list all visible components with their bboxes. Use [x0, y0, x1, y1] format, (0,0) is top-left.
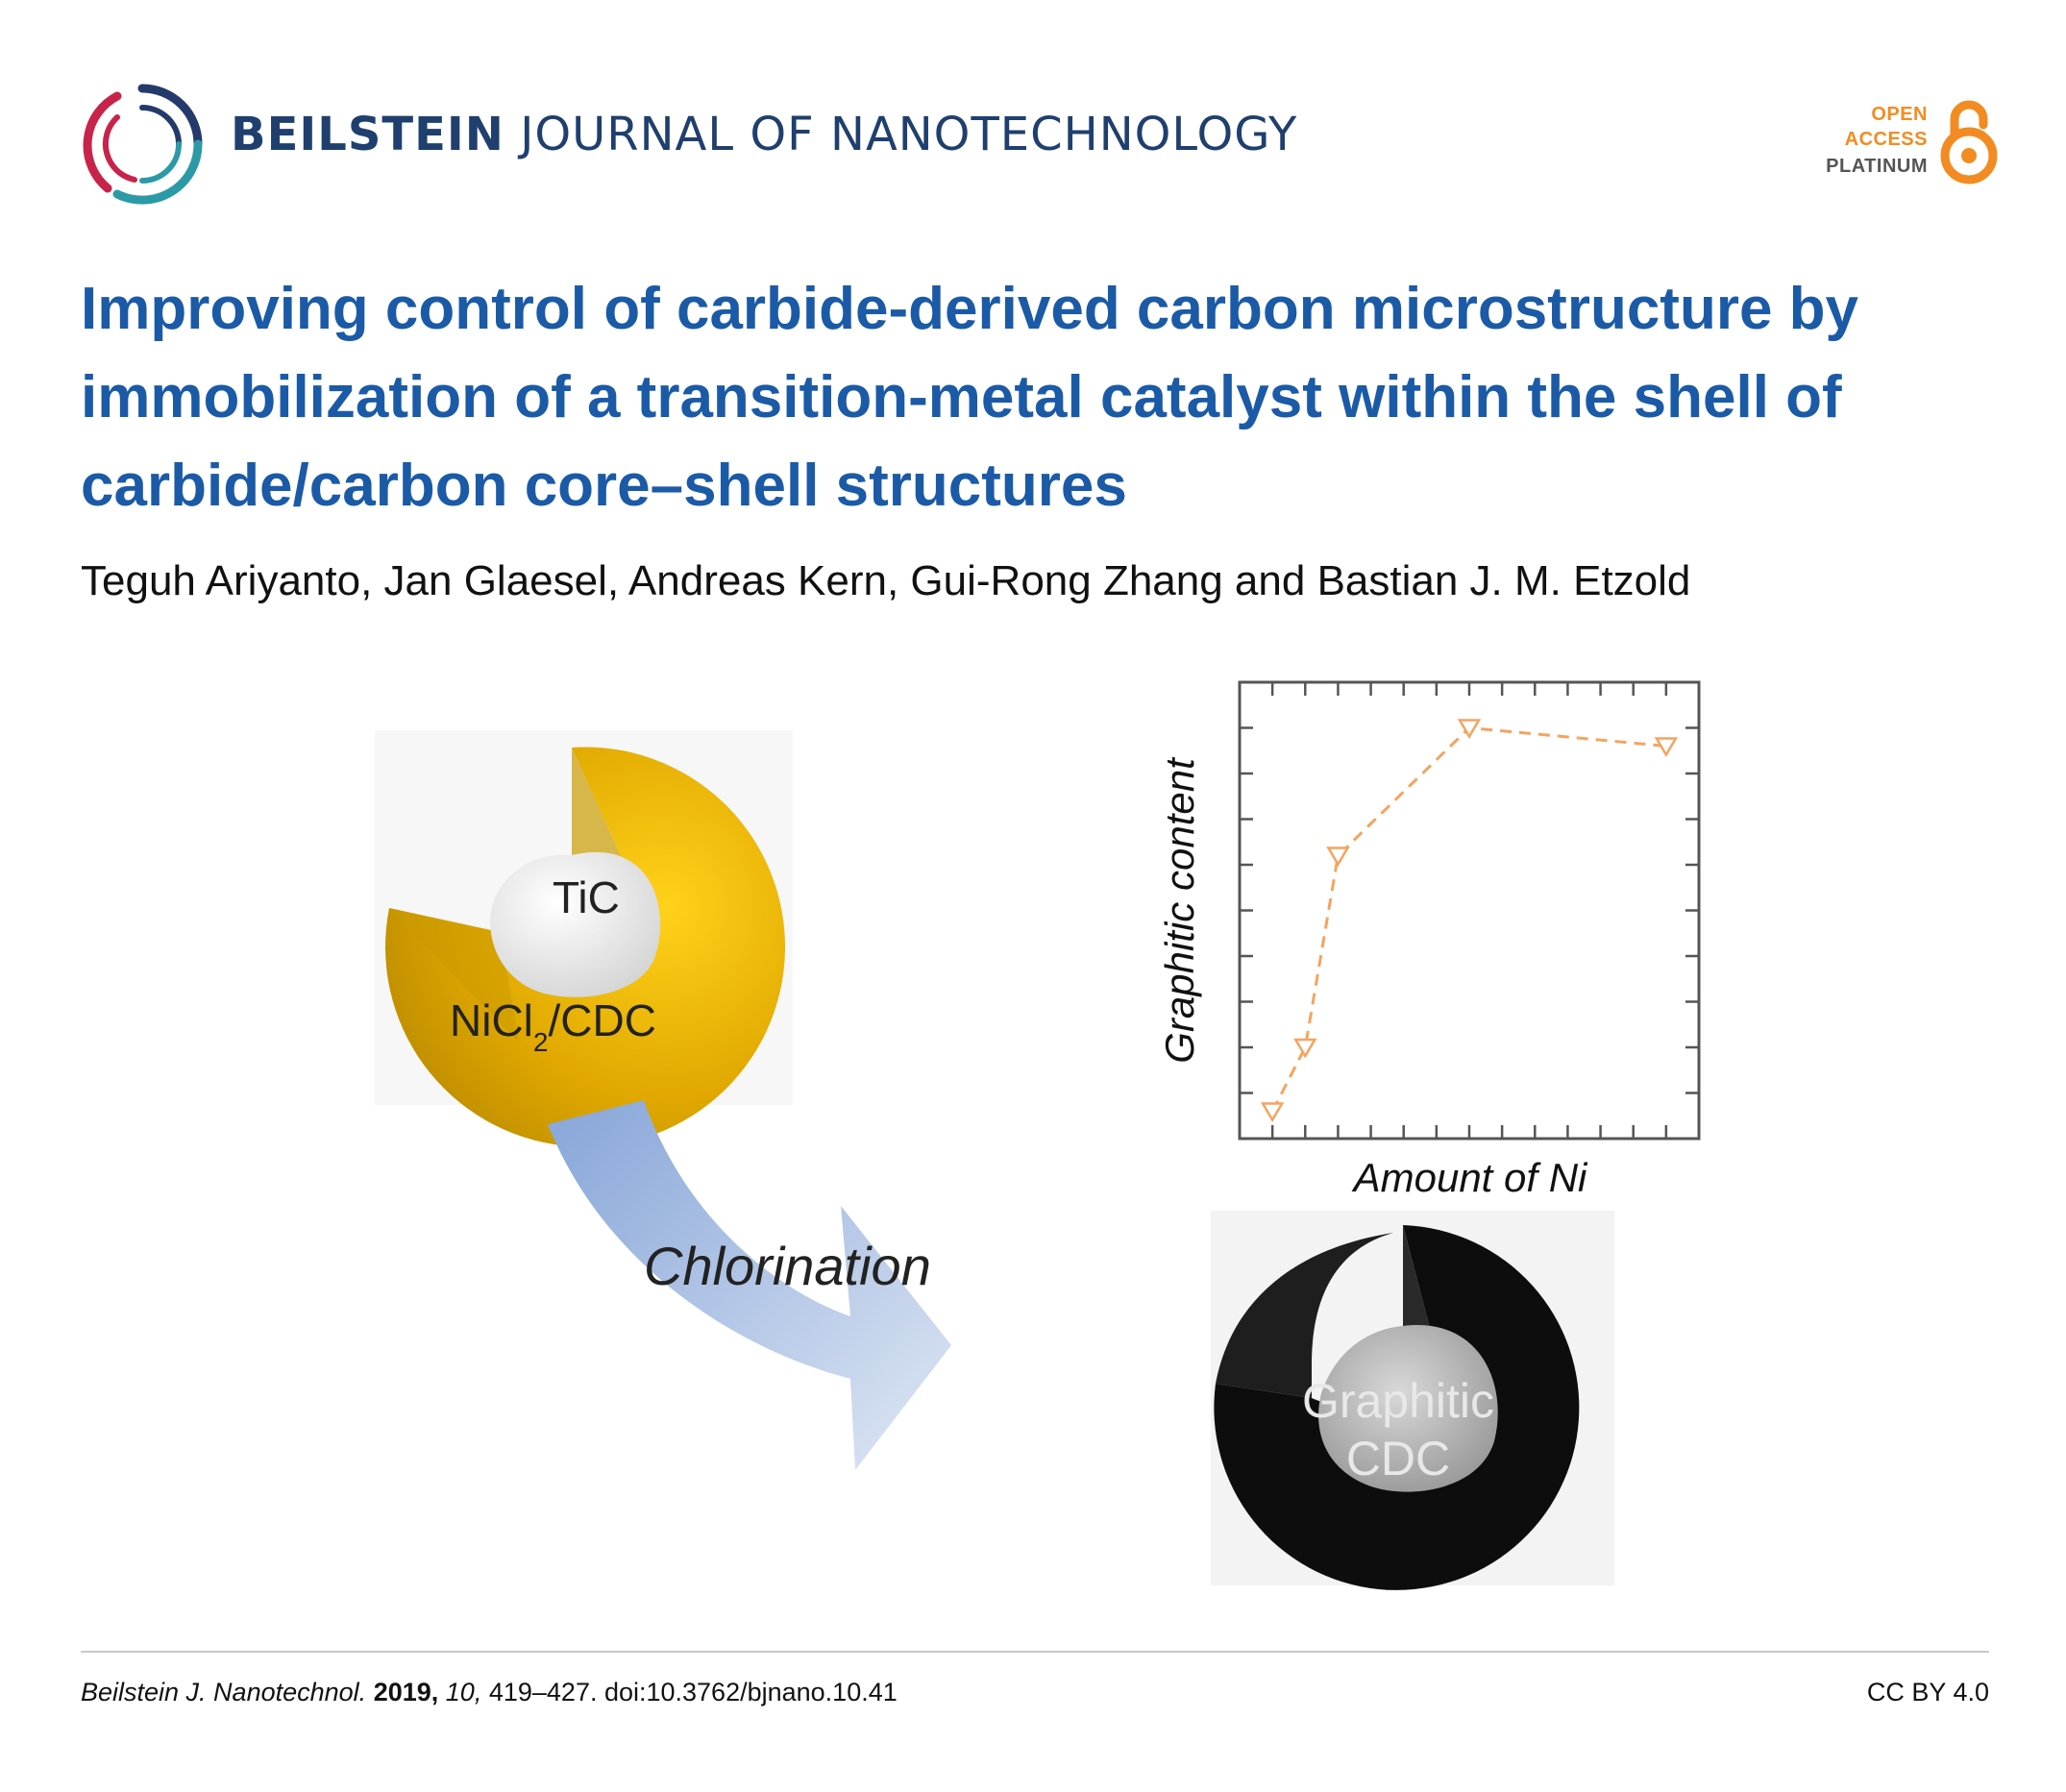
- footer-divider: [81, 1651, 1989, 1653]
- graphitic-content-chart: Amount of Ni Graphitic content: [1157, 680, 1701, 1200]
- article-title: Improving control of carbide-derived car…: [81, 276, 1859, 519]
- article-authors: Teguh Ariyanto, Jan Glaesel, Andreas Ker…: [81, 557, 1691, 604]
- oa-access-text: ACCESS: [1844, 129, 1928, 150]
- chart-data-point: [1260, 1102, 1285, 1122]
- shell-label-main: NiCl: [450, 995, 533, 1045]
- shell-label-tail: /CDC: [548, 995, 655, 1045]
- shell-label-subscript: 2: [533, 1027, 549, 1057]
- graphitic-label-line1: Graphitic: [1302, 1374, 1494, 1428]
- chart-points: [1260, 719, 1679, 1122]
- graphitic-label-line2: CDC: [1346, 1432, 1450, 1485]
- chart-series-line: [1270, 725, 1666, 1113]
- chart-data-point: [1326, 847, 1350, 867]
- oa-open-text: OPEN: [1871, 104, 1928, 125]
- chart-data-point: [1457, 719, 1482, 739]
- core-label-tic: TiC: [553, 872, 620, 922]
- citation-pages-doi: 419–427. doi:10.3762/bjnano.10.41: [488, 1678, 898, 1706]
- chart-data-point: [1293, 1038, 1317, 1059]
- arrow-label-chlorination: Chlorination: [644, 1236, 931, 1296]
- journal-name: BEILSTEIN JOURNAL OF NANOTECHNOLOGY: [231, 108, 1297, 161]
- open-lock-icon: [1940, 100, 1998, 184]
- license-text: CC BY 4.0: [1866, 1678, 1989, 1706]
- chart-y-label: Graphitic content: [1157, 756, 1202, 1064]
- journal-name-rest: JOURNAL OF NANOTECHNOLOGY: [520, 108, 1298, 161]
- journal-logo-icon: [83, 84, 203, 205]
- core-shell-particle-tic: TiC NiCl2/CDC: [375, 730, 793, 1147]
- chart-frame: [1238, 680, 1701, 1141]
- chart-ticks: [1238, 682, 1699, 1139]
- journal-name-bold: BEILSTEIN: [231, 108, 504, 161]
- citation-journal: Beilstein J. Nanotechnol.: [81, 1678, 367, 1706]
- citation-volume: 10,: [445, 1678, 482, 1706]
- open-access-badge: OPEN ACCESS PLATINUM: [1807, 96, 1999, 184]
- chart-data-point: [1654, 737, 1679, 757]
- graphical-abstract: TiC NiCl2/CDC Chlorination Amount of Ni …: [375, 680, 1701, 1590]
- core-shell-particle-graphitic: Graphitic CDC: [1211, 1211, 1614, 1590]
- oa-platinum-text: PLATINUM: [1826, 156, 1928, 177]
- shell-label-nicl2-cdc: NiCl2/CDC: [450, 995, 656, 1057]
- citation: Beilstein J. Nanotechnol. 2019, 10, 419–…: [81, 1678, 898, 1707]
- chart-x-label: Amount of Ni: [1351, 1155, 1588, 1200]
- citation-year: 2019,: [373, 1678, 439, 1706]
- chlorination-arrow: Chlorination: [548, 1100, 951, 1470]
